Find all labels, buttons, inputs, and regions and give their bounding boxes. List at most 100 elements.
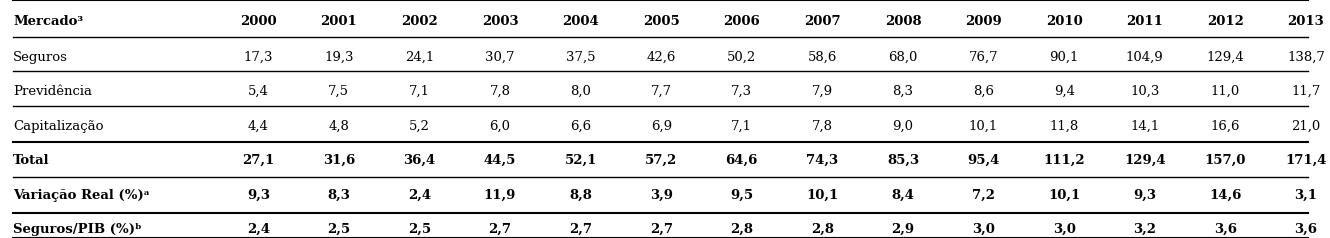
Text: 68,0: 68,0 bbox=[888, 51, 918, 64]
Text: 57,2: 57,2 bbox=[645, 154, 677, 167]
Text: 8,8: 8,8 bbox=[569, 188, 592, 202]
Text: 138,7: 138,7 bbox=[1287, 51, 1325, 64]
Text: 2013: 2013 bbox=[1287, 15, 1325, 28]
Text: 157,0: 157,0 bbox=[1205, 154, 1246, 167]
Text: 42,6: 42,6 bbox=[646, 51, 676, 64]
Text: 64,6: 64,6 bbox=[726, 154, 758, 167]
Text: 2,5: 2,5 bbox=[327, 223, 350, 236]
Text: 37,5: 37,5 bbox=[565, 51, 596, 64]
Text: 74,3: 74,3 bbox=[806, 154, 838, 167]
Text: 2003: 2003 bbox=[481, 15, 519, 28]
Text: 7,8: 7,8 bbox=[489, 85, 511, 98]
Text: 14,6: 14,6 bbox=[1209, 188, 1241, 202]
Text: 7,5: 7,5 bbox=[329, 85, 350, 98]
Text: 2,9: 2,9 bbox=[891, 223, 915, 236]
Text: 3,1: 3,1 bbox=[1294, 188, 1318, 202]
Text: 7,8: 7,8 bbox=[811, 119, 833, 133]
Text: 9,5: 9,5 bbox=[730, 188, 753, 202]
Text: 2008: 2008 bbox=[884, 15, 922, 28]
Text: 31,6: 31,6 bbox=[323, 154, 355, 167]
Text: Previdência: Previdência bbox=[13, 85, 92, 98]
Text: 10,3: 10,3 bbox=[1130, 85, 1160, 98]
Text: Total: Total bbox=[13, 154, 49, 167]
Text: 2,8: 2,8 bbox=[730, 223, 753, 236]
Text: Mercado³: Mercado³ bbox=[13, 15, 84, 28]
Text: 2009: 2009 bbox=[966, 15, 1001, 28]
Text: 76,7: 76,7 bbox=[968, 51, 999, 64]
Text: 3,0: 3,0 bbox=[972, 223, 995, 236]
Text: 3,0: 3,0 bbox=[1053, 223, 1076, 236]
Text: 11,8: 11,8 bbox=[1049, 119, 1079, 133]
Text: 52,1: 52,1 bbox=[564, 154, 597, 167]
Text: 2,8: 2,8 bbox=[811, 223, 834, 236]
Text: 7,7: 7,7 bbox=[650, 85, 672, 98]
Text: Variação Real (%)ᵃ: Variação Real (%)ᵃ bbox=[13, 188, 150, 202]
Text: 3,6: 3,6 bbox=[1214, 223, 1237, 236]
Text: 3,9: 3,9 bbox=[650, 188, 673, 202]
Text: 2,7: 2,7 bbox=[569, 223, 592, 236]
Text: 2,7: 2,7 bbox=[650, 223, 673, 236]
Text: 90,1: 90,1 bbox=[1049, 51, 1079, 64]
Text: 24,1: 24,1 bbox=[404, 51, 434, 64]
Text: 36,4: 36,4 bbox=[403, 154, 436, 167]
Text: 2005: 2005 bbox=[642, 15, 680, 28]
Text: 3,2: 3,2 bbox=[1133, 223, 1156, 236]
Text: 9,4: 9,4 bbox=[1053, 85, 1075, 98]
Text: 2007: 2007 bbox=[805, 15, 841, 28]
Text: 5,2: 5,2 bbox=[410, 119, 430, 133]
Text: 6,6: 6,6 bbox=[571, 119, 592, 133]
Text: 6,9: 6,9 bbox=[650, 119, 672, 133]
Text: 8,6: 8,6 bbox=[974, 85, 994, 98]
Text: 16,6: 16,6 bbox=[1210, 119, 1240, 133]
Text: 129,4: 129,4 bbox=[1124, 154, 1165, 167]
Text: 2004: 2004 bbox=[563, 15, 599, 28]
Text: 7,3: 7,3 bbox=[732, 85, 753, 98]
Text: 129,4: 129,4 bbox=[1206, 51, 1244, 64]
Text: 7,9: 7,9 bbox=[811, 85, 833, 98]
Text: 7,1: 7,1 bbox=[732, 119, 753, 133]
Text: 8,4: 8,4 bbox=[891, 188, 915, 202]
Text: 2001: 2001 bbox=[321, 15, 358, 28]
Text: 2012: 2012 bbox=[1206, 15, 1244, 28]
Text: 111,2: 111,2 bbox=[1043, 154, 1085, 167]
Text: 2006: 2006 bbox=[724, 15, 761, 28]
Text: 6,0: 6,0 bbox=[489, 119, 511, 133]
Text: 9,0: 9,0 bbox=[892, 119, 914, 133]
Text: 11,0: 11,0 bbox=[1210, 85, 1240, 98]
Text: 10,1: 10,1 bbox=[806, 188, 838, 202]
Text: 8,3: 8,3 bbox=[892, 85, 914, 98]
Text: 85,3: 85,3 bbox=[887, 154, 919, 167]
Text: 171,4: 171,4 bbox=[1285, 154, 1326, 167]
Text: 11,7: 11,7 bbox=[1291, 85, 1321, 98]
Text: 10,1: 10,1 bbox=[1048, 188, 1080, 202]
Text: 17,3: 17,3 bbox=[243, 51, 273, 64]
Text: 2,4: 2,4 bbox=[408, 188, 431, 202]
Text: 2,5: 2,5 bbox=[408, 223, 431, 236]
Text: 27,1: 27,1 bbox=[242, 154, 274, 167]
Text: 9,3: 9,3 bbox=[247, 188, 270, 202]
Text: 10,1: 10,1 bbox=[970, 119, 999, 133]
Text: 50,2: 50,2 bbox=[728, 51, 757, 64]
Text: 2011: 2011 bbox=[1127, 15, 1164, 28]
Text: 4,4: 4,4 bbox=[247, 119, 269, 133]
Text: 2,7: 2,7 bbox=[488, 223, 512, 236]
Text: Seguros: Seguros bbox=[13, 51, 68, 64]
Text: 7,2: 7,2 bbox=[972, 188, 995, 202]
Text: 8,0: 8,0 bbox=[571, 85, 591, 98]
Text: 5,4: 5,4 bbox=[247, 85, 269, 98]
Text: 11,9: 11,9 bbox=[484, 188, 516, 202]
Text: 8,3: 8,3 bbox=[327, 188, 350, 202]
Text: Capitalização: Capitalização bbox=[13, 119, 104, 133]
Text: 14,1: 14,1 bbox=[1130, 119, 1160, 133]
Text: 21,0: 21,0 bbox=[1291, 119, 1321, 133]
Text: 2002: 2002 bbox=[402, 15, 438, 28]
Text: 2000: 2000 bbox=[239, 15, 277, 28]
Text: 104,9: 104,9 bbox=[1127, 51, 1164, 64]
Text: 7,1: 7,1 bbox=[408, 85, 430, 98]
Text: 2010: 2010 bbox=[1045, 15, 1083, 28]
Text: 19,3: 19,3 bbox=[325, 51, 354, 64]
Text: 4,8: 4,8 bbox=[329, 119, 350, 133]
Text: 2,4: 2,4 bbox=[246, 223, 270, 236]
Text: 58,6: 58,6 bbox=[807, 51, 837, 64]
Text: 44,5: 44,5 bbox=[484, 154, 516, 167]
